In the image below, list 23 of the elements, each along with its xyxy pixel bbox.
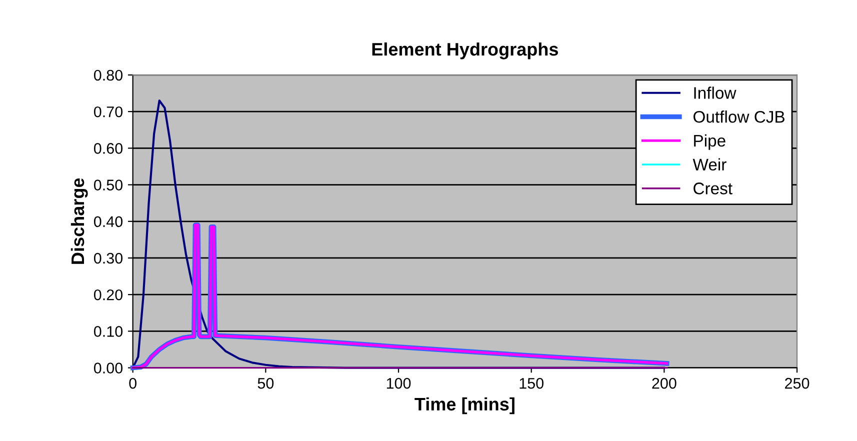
y-tick-label: 0.50 bbox=[94, 180, 123, 190]
legend-label: Pipe bbox=[694, 134, 726, 150]
x-tick-label: 0 bbox=[129, 378, 136, 389]
y-tick-label: 0.10 bbox=[94, 326, 123, 337]
x-tick-label: 250 bbox=[785, 378, 810, 389]
legend-label: Weir bbox=[692, 158, 726, 170]
legend-label: Inflow bbox=[694, 86, 736, 99]
y-tick-label: 0.20 bbox=[94, 289, 123, 300]
y-axis-title: Discharge bbox=[70, 178, 88, 264]
legend-label: Crest bbox=[694, 182, 732, 194]
y-tick-label: 0.60 bbox=[94, 143, 123, 154]
y-tick-label: 0.70 bbox=[94, 106, 123, 118]
y-tick-label: 0.40 bbox=[94, 216, 123, 228]
legend-label: Outflow CJB bbox=[694, 110, 784, 123]
y-tick-label: 0.80 bbox=[94, 70, 123, 81]
x-tick-label: 150 bbox=[520, 378, 544, 389]
chart-title: Element Hydrographs bbox=[372, 42, 558, 60]
x-tick-label: 200 bbox=[652, 378, 676, 389]
x-axis-title: Time [mins] bbox=[414, 397, 514, 414]
y-tick-label: 0.00 bbox=[94, 362, 123, 374]
x-tick-label: 100 bbox=[386, 378, 411, 389]
x-tick-label: 50 bbox=[258, 378, 274, 389]
y-tick-label: 0.30 bbox=[94, 252, 123, 264]
